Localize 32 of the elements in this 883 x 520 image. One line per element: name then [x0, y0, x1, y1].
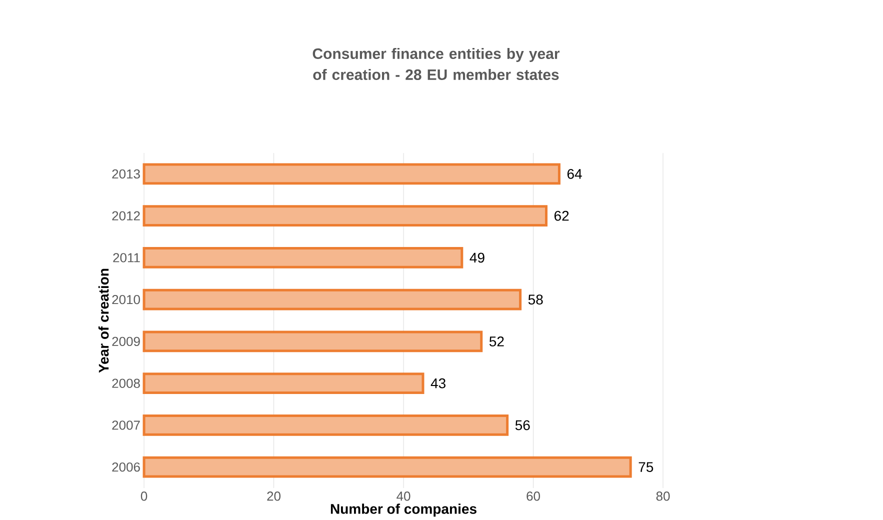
bar [142, 330, 483, 352]
bar [142, 163, 560, 185]
bar [142, 205, 548, 226]
y-tick-label: 2007 [112, 420, 140, 430]
y-axis-title: Year of creation [98, 268, 109, 373]
y-tick-label: 2008 [112, 378, 140, 388]
bar [142, 372, 424, 394]
data-label: 62 [554, 210, 569, 221]
x-tick-label: 40 [396, 492, 410, 501]
y-tick-label: 2011 [113, 253, 140, 262]
bar [142, 456, 632, 478]
y-tick-label: 2006 [112, 462, 140, 472]
data-label: 75 [638, 462, 654, 472]
bar [142, 414, 509, 436]
y-tick-label: 2013 [112, 169, 140, 179]
x-axis-title: Number of companies [330, 504, 476, 517]
y-tick-label: 2010 [112, 294, 140, 304]
bar [142, 247, 464, 268]
chart-title: Consumer finance entities by year of creation - 28 EU member states [312, 48, 560, 80]
data-label: 52 [489, 336, 504, 346]
data-label: 43 [430, 378, 446, 388]
x-tick-label: 60 [526, 492, 540, 501]
x-tick-label: 80 [656, 492, 670, 501]
x-tick-label: 20 [267, 492, 280, 501]
y-tick-label: 2012 [112, 211, 140, 220]
bar [142, 288, 522, 310]
x-tick-label: 0 [140, 492, 148, 501]
data-label: 64 [567, 168, 582, 179]
data-label: 49 [470, 252, 484, 263]
data-label: 56 [515, 420, 530, 430]
y-tick-label: 2009 [112, 336, 140, 346]
data-label: 58 [528, 294, 543, 305]
